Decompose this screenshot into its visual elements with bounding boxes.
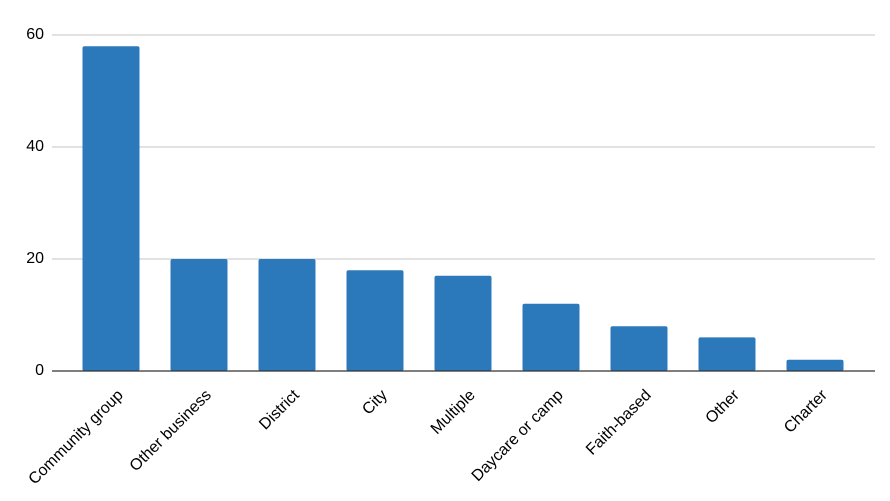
- bar: [786, 359, 844, 371]
- y-tick-label: 40: [26, 138, 44, 155]
- bar: [522, 303, 580, 371]
- x-tick-label: Charter: [781, 386, 831, 436]
- bar: [170, 259, 228, 371]
- y-tick-label: 60: [26, 26, 44, 43]
- x-tick-label: District: [256, 386, 303, 433]
- x-tick-label: Daycare or camp: [469, 387, 567, 485]
- bar: [82, 46, 140, 371]
- x-tick-label: Multiple: [428, 387, 479, 438]
- y-tick-label: 0: [35, 362, 44, 379]
- x-tick-label: Other: [702, 386, 743, 427]
- x-tick-label: Community group: [25, 387, 126, 488]
- bar: [434, 275, 492, 371]
- x-tick-label: Other business: [127, 387, 215, 475]
- bar: [346, 270, 404, 371]
- x-tick-label: City: [359, 387, 391, 419]
- x-tick-label: Faith-based: [583, 387, 655, 459]
- bar: [698, 337, 756, 371]
- y-tick-label: 20: [26, 250, 44, 267]
- bar: [610, 326, 668, 371]
- bar: [258, 259, 316, 371]
